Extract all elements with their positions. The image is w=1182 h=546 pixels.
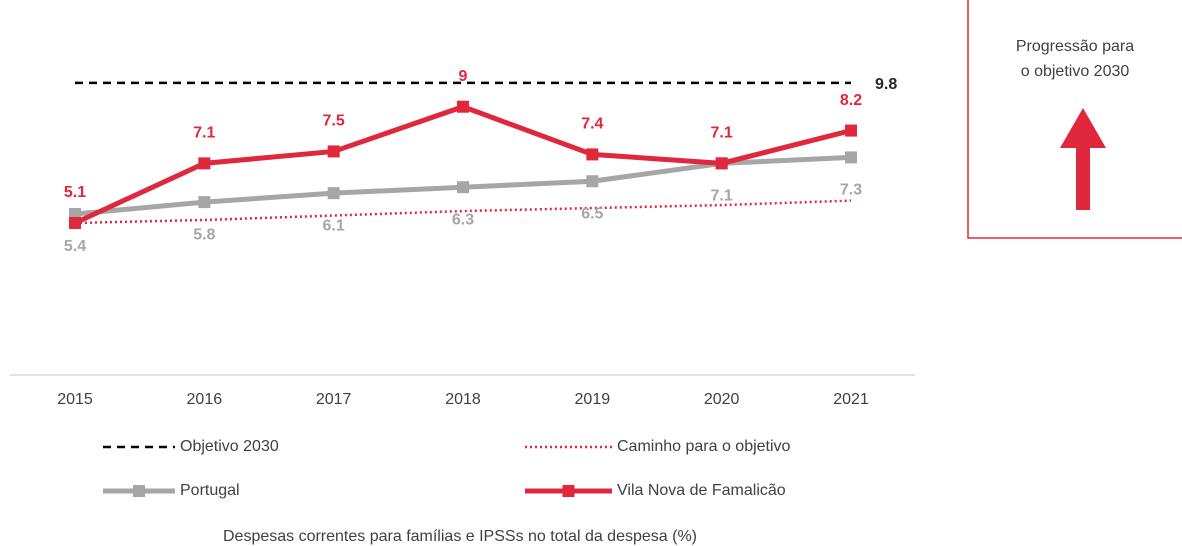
data-label: 7.4: [581, 116, 603, 133]
legend-marker: [133, 485, 145, 497]
marker: [69, 216, 81, 229]
annotation-box: [967, 0, 1182, 239]
marker: [715, 157, 728, 170]
data-label: 6.5: [581, 205, 603, 222]
arrow-shaft: [1076, 140, 1090, 210]
annotation-text: Progressão para: [1016, 38, 1134, 55]
marker: [586, 148, 599, 161]
series-line: [74, 199, 852, 225]
data-label: 9: [459, 68, 468, 85]
legend-label: Objetivo 2030: [180, 438, 279, 455]
data-label: 7.5: [323, 113, 345, 130]
marker: [327, 145, 340, 158]
legend-label: Portugal: [180, 482, 240, 499]
data-label: 5.4: [64, 238, 86, 255]
marker: [327, 187, 340, 200]
data-label: 7.1: [193, 125, 215, 142]
arrow-head: [1060, 108, 1106, 148]
marker: [845, 124, 857, 137]
data-label: 9.8: [875, 76, 897, 93]
x-tick-label: 2020: [704, 391, 740, 408]
data-label: 7.1: [711, 188, 733, 205]
data-label: 5.1: [64, 184, 86, 201]
marker: [198, 196, 211, 209]
data-label: 6.3: [452, 211, 474, 228]
marker: [457, 100, 469, 113]
x-tick-label: 2018: [445, 391, 481, 408]
marker: [586, 175, 599, 188]
data-label: 5.8: [193, 226, 215, 243]
x-tick-label: 2019: [575, 391, 611, 408]
marker: [457, 181, 469, 194]
marker: [198, 157, 211, 170]
legend-marker: [562, 485, 575, 497]
data-label: 6.1: [323, 217, 345, 234]
marker: [845, 151, 857, 164]
caption: Despesas correntes para famílias e IPSSs…: [223, 528, 697, 545]
data-label: 7.3: [840, 182, 862, 199]
x-tick-label: 2016: [187, 391, 223, 408]
data-label: 7.1: [711, 125, 733, 142]
x-tick-label: 2017: [316, 391, 352, 408]
x-tick-label: 2015: [57, 391, 93, 408]
legend-label: Vila Nova de Famalicão: [617, 482, 786, 499]
annotation-text: o objetivo 2030: [1021, 63, 1130, 80]
x-tick-label: 2021: [833, 391, 869, 408]
data-label: 8.2: [840, 92, 862, 109]
legend-label: Caminho para o objetivo: [617, 438, 791, 455]
